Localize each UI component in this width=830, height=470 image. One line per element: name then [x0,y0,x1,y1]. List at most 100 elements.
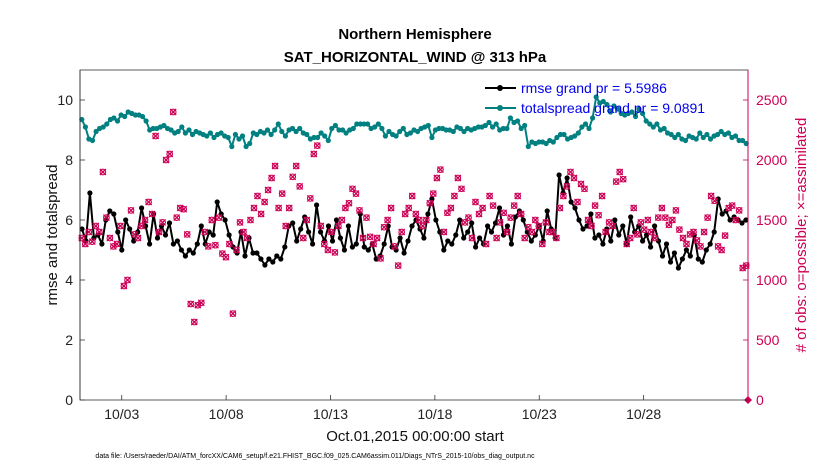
obs-point [159,218,167,226]
rmse-point [425,211,431,217]
rmse-point [341,247,347,253]
spread-point [275,121,281,127]
rmse-point [365,247,371,253]
rmse-point [739,220,745,226]
spread-point [654,121,660,127]
obs-point [675,226,683,234]
spread-point [504,125,510,132]
x-tick-label: 10/23 [522,406,557,422]
spread-point [182,130,188,136]
obs-point [152,132,160,140]
spread-point [700,134,706,141]
obs-point [514,192,522,200]
rmse-point [306,229,312,235]
obs-point [644,216,652,224]
spread-point [189,131,196,138]
obs-point [419,222,427,230]
obs-series [78,108,752,404]
spread-point [304,131,310,138]
rmse-point [254,250,260,256]
y-axis-right-label: # of obs: o=possible; ×=assimilated [793,118,810,353]
obs-point [282,222,290,230]
obs-point [700,228,708,236]
spread-point [425,122,431,129]
spread-point [329,125,335,132]
spread-point [572,133,578,139]
rmse-point [644,232,650,238]
rmse-point [314,202,320,208]
rmse-point [278,256,284,262]
spread-point [725,130,732,136]
y-right-tick-label: 1000 [756,272,787,288]
obs-point [243,234,251,242]
obs-point [387,204,395,212]
y-tick-label: 10 [57,92,73,108]
rmse-point [544,208,550,214]
rmse-point [401,250,407,256]
obs-point [472,198,479,206]
obs-point [356,206,363,214]
rmse-point [210,232,216,238]
rmse-point [520,217,526,223]
obs-point [450,192,458,200]
y-tick-label: 4 [65,272,73,288]
spread-point [450,128,456,135]
spread-point [604,101,610,108]
spread-point [322,133,328,139]
spread-point [632,113,639,120]
obs-point [609,222,617,230]
obs-point [268,174,276,182]
legend-rmse-label: rmse grand pr = 5.5986 [521,80,667,96]
obs-point [591,202,599,210]
obs-point [215,214,223,222]
obs-point [482,240,490,248]
rmse-point [477,235,483,241]
obs-point [278,190,286,198]
y-tick-label: 0 [65,392,73,408]
spread-point [139,113,146,120]
obs-point [697,242,704,250]
spread-point [550,139,556,145]
obs-point [531,216,539,224]
obs-point [658,204,666,212]
obs-point [138,222,145,230]
obs-point [250,204,258,212]
obs-point [640,226,648,234]
obs-point [693,236,701,244]
obs-point [454,174,462,182]
obs-point [204,242,212,250]
rmse-point [449,241,455,247]
obs-point [155,228,163,236]
spread-point [297,125,303,132]
chart-title: Northern Hemisphere [338,26,491,43]
spread-point [393,133,399,139]
obs-point [324,246,332,254]
obs-point [345,199,353,207]
legend: rmse grand pr = 5.5986 totalspread grand… [485,80,705,116]
spread-point [672,134,678,141]
spread-point [89,137,96,144]
rmse-point [174,238,180,244]
spread-point [247,140,253,147]
obs-point [549,228,557,236]
y-tick-label: 2 [65,332,73,348]
rmse-point [648,244,654,250]
rmse-point [107,208,113,214]
obs-point [380,223,388,231]
spread-point [168,127,174,133]
rmse-point [596,232,602,238]
rmse-point [258,256,264,262]
obs-point [422,216,430,224]
y-right-tick-label: 2500 [756,92,787,108]
spread-point [490,124,496,130]
obs-point [292,162,300,170]
spread-point [554,134,560,141]
obs-point [429,190,437,198]
obs-point [415,216,423,224]
obs-point [465,214,472,222]
x-tick-label: 10/13 [313,406,348,422]
rmse-point [652,223,658,229]
spread-point [357,121,363,127]
rmse-point [115,229,121,235]
rmse-point [473,244,479,250]
